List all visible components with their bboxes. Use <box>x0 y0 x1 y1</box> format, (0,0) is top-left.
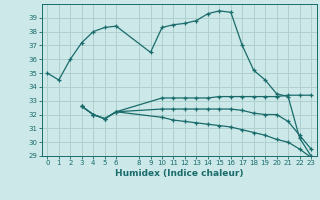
X-axis label: Humidex (Indice chaleur): Humidex (Indice chaleur) <box>115 169 244 178</box>
